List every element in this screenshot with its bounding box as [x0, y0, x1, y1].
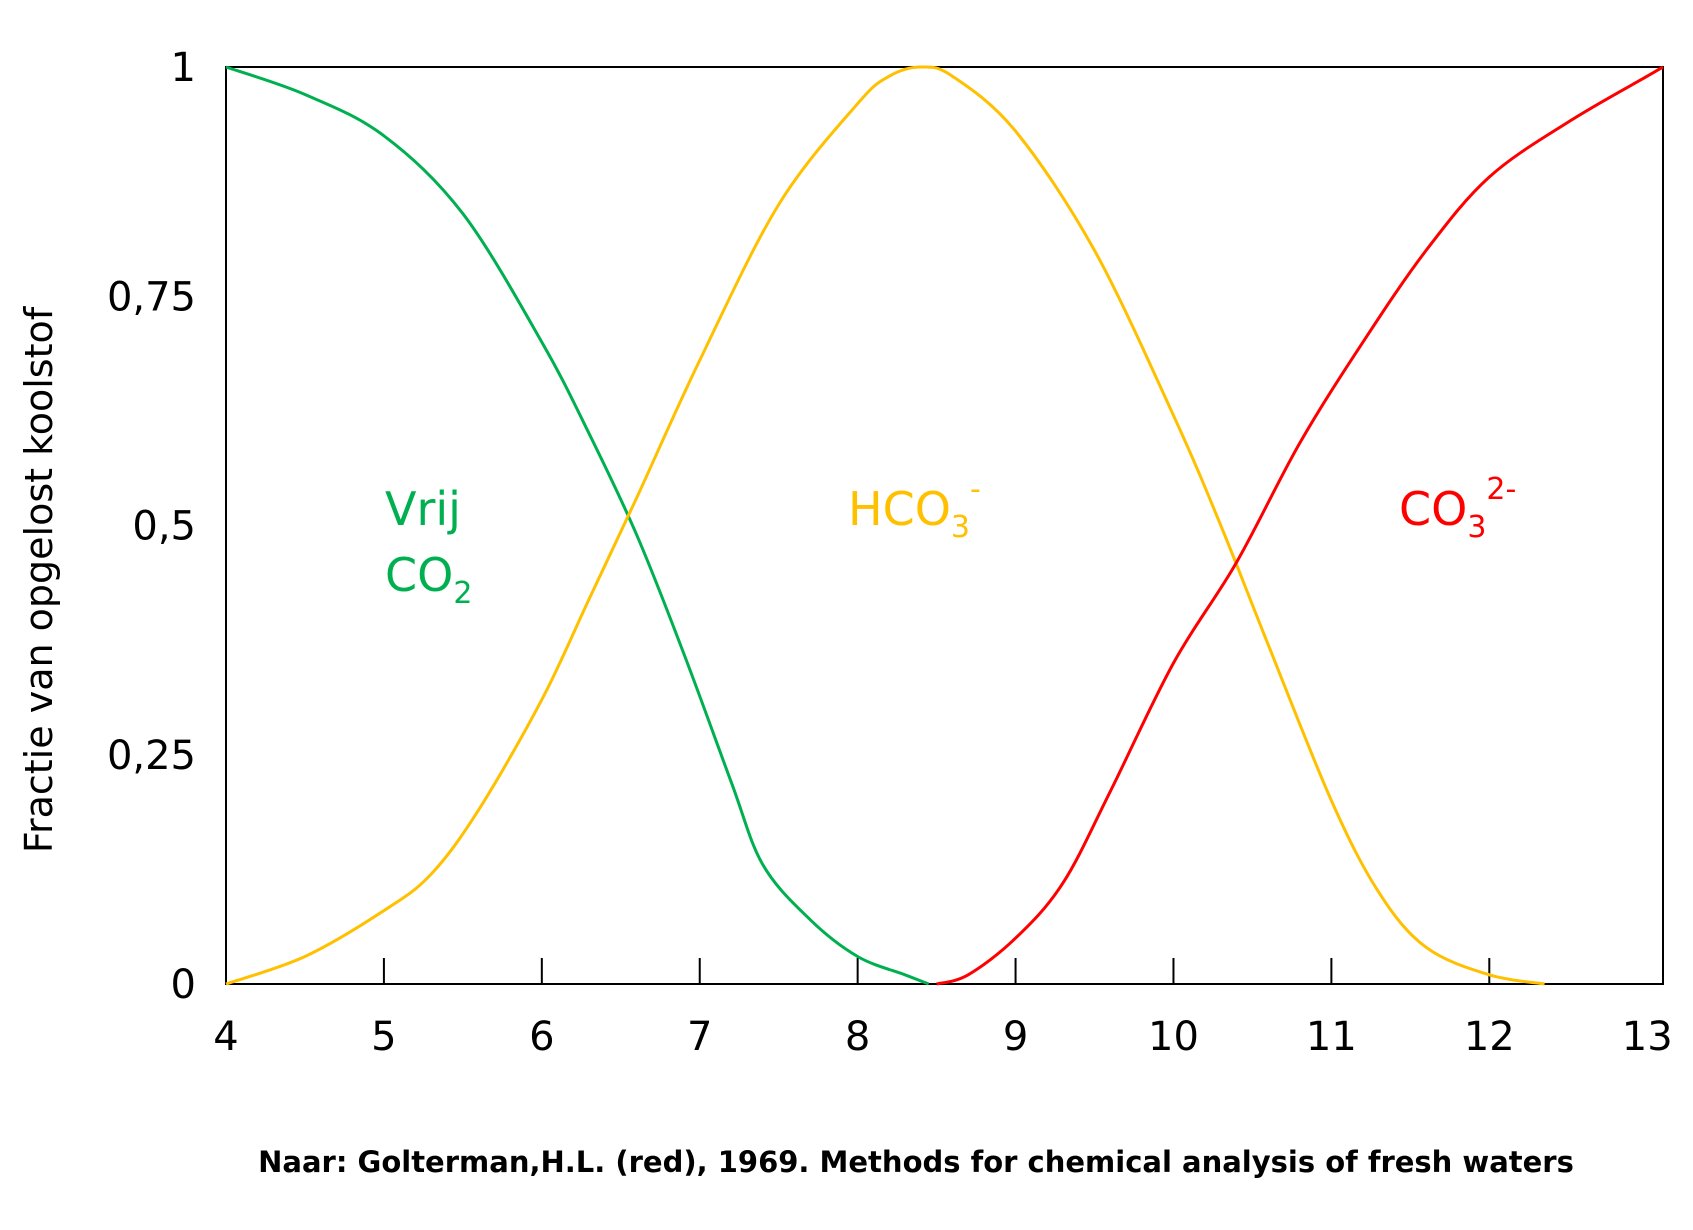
x-tick-label: 10	[1148, 1014, 1199, 1060]
x-tick-label: 13	[1622, 1014, 1673, 1060]
x-tick-label: 8	[845, 1014, 870, 1060]
vrij-co2-label: CO2	[385, 548, 472, 611]
hco3-line	[225, 65, 1545, 986]
x-tick-label: 5	[371, 1014, 396, 1060]
hco3-label: HCO3-	[848, 472, 981, 545]
y-tick-label: 1	[171, 45, 196, 91]
vrij-co2-line	[225, 65, 930, 986]
x-tick-label: 11	[1306, 1014, 1357, 1060]
y-tick-label: 0,5	[132, 504, 196, 550]
source-note: Naar: Golterman,H.L. (red), 1969. Method…	[258, 1145, 1574, 1179]
x-tick-label: 7	[687, 1014, 712, 1060]
x-tick-label: 12	[1464, 1014, 1515, 1060]
x-tick-label: 6	[529, 1014, 554, 1060]
vrij-co2-label: Vrij	[385, 482, 461, 536]
co3-line	[936, 65, 1664, 986]
x-tick-label: 9	[1003, 1014, 1028, 1060]
x-tick-label: 4	[213, 1014, 238, 1060]
y-tick-label: 0,75	[107, 274, 196, 320]
co3-label: CO32-	[1399, 472, 1516, 545]
y-tick-label: 0,25	[107, 733, 196, 779]
y-axis-label: Fractie van opgelost koolstof	[17, 305, 61, 853]
y-tick-label: 0	[171, 962, 196, 1008]
